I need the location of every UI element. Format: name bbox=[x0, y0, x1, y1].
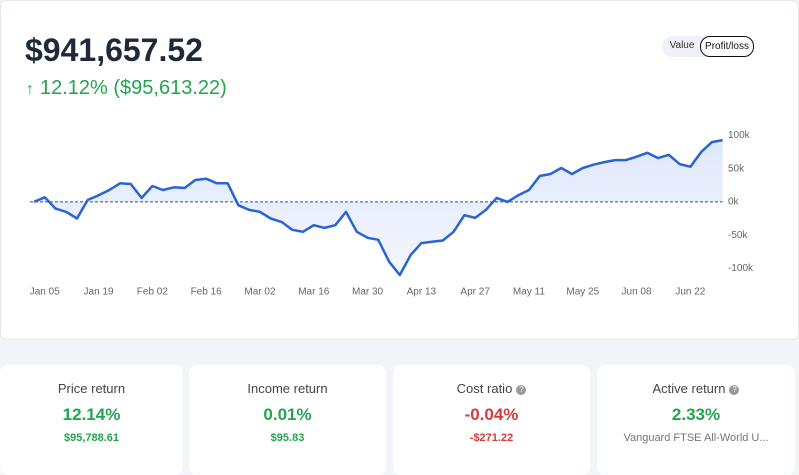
card: Price return 12.14% $95,788.61 bbox=[0, 365, 183, 475]
line bbox=[33, 138, 723, 277]
x-tick-label: Jun 08 bbox=[622, 287, 652, 298]
area bbox=[34, 140, 723, 275]
change-text: 12.12% ($95,613.22) bbox=[40, 77, 227, 99]
card-title: Income return bbox=[247, 381, 328, 396]
card-value: -0.04% bbox=[464, 405, 519, 424]
view-toggle: Value Profit/loss bbox=[662, 36, 755, 57]
chart: 100k 50k 0k -50k -100k Jan 05 Jan 19 Feb 02 Feb … bbox=[30, 130, 754, 298]
card-sub: $95,788.61 bbox=[63, 432, 120, 444]
x-tick-label: Mar 16 bbox=[298, 287, 330, 298]
x-tick-label: Feb 16 bbox=[191, 287, 223, 298]
card-value: 2.33% bbox=[671, 405, 721, 424]
portfolio-value: $941,657.52 bbox=[25, 32, 203, 68]
y-tick-label: 0k bbox=[728, 197, 740, 208]
y-tick-label: -100k bbox=[728, 263, 754, 274]
x-tick-label: Jan 05 bbox=[30, 287, 60, 298]
card-title: Cost ratio bbox=[456, 381, 513, 396]
x-tick-label: May 25 bbox=[566, 287, 599, 298]
toggle-profit-loss[interactable]: Profit/loss bbox=[700, 36, 754, 57]
y-tick-label: 100k bbox=[728, 130, 751, 141]
card-value: 0.01% bbox=[263, 405, 312, 424]
toggle-value[interactable]: Value bbox=[669, 40, 695, 51]
x-tick-label: Mar 02 bbox=[244, 287, 276, 298]
card: Active return? 2.33% Vanguard FTSE All-Wor… bbox=[597, 365, 795, 475]
x-tick-label: Feb 02 bbox=[137, 287, 169, 298]
up-arrow: ↑ bbox=[26, 81, 34, 98]
info-icon[interactable]: ? bbox=[516, 385, 527, 395]
x-tick-label: May 11 bbox=[513, 287, 545, 298]
card-value: 12.14% bbox=[62, 405, 121, 424]
card-sub: $95.83 bbox=[270, 432, 305, 444]
card-sub: Vanguard FTSE All-World U... bbox=[623, 432, 769, 444]
y-tick-label: 50k bbox=[728, 163, 745, 174]
change: ↑ 12.12% ($95,613.22) bbox=[26, 77, 227, 100]
x-tick-label: Jun 22 bbox=[675, 287, 705, 298]
info-icon[interactable]: ? bbox=[729, 385, 740, 395]
card: Income return 0.01% $95.83 bbox=[189, 365, 386, 475]
card-sub: -$271.22 bbox=[469, 432, 514, 444]
card-title: Active return bbox=[652, 381, 726, 396]
y-tick-label: -50k bbox=[728, 230, 748, 241]
x-tick-label: Jan 19 bbox=[84, 287, 114, 298]
card: Cost ratio? -0.04% -$271.22 bbox=[393, 365, 590, 475]
x-tick-label: Apr 27 bbox=[460, 287, 490, 298]
card-title: Price return bbox=[57, 381, 126, 396]
x-tick-label: Apr 13 bbox=[407, 287, 437, 298]
x-tick-label: Mar 30 bbox=[352, 287, 384, 298]
